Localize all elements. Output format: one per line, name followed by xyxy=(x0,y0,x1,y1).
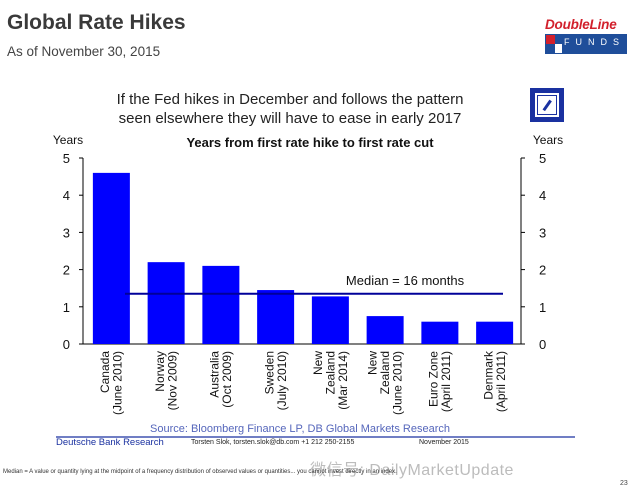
x-tick-label-line: Denmark xyxy=(481,350,495,400)
x-tick-label-text: Sweden(July 2010) xyxy=(262,351,289,410)
headline-line-1: If the Fed hikes in December and follows… xyxy=(116,91,464,108)
bar-canada xyxy=(92,172,130,344)
x-tick-label: Sweden(July 2010) xyxy=(262,351,289,410)
x-tick-label-text: NewZealand(Mar 2014) xyxy=(311,351,350,410)
bar-euro-zone xyxy=(421,321,459,344)
headline-line-2: seen elsewhere they will have to ease in… xyxy=(118,110,462,127)
footer-contact: Torsten Slok, torsten.slok@db.com +1 212… xyxy=(191,439,355,446)
x-tick-label: Denmark(April 2011) xyxy=(481,350,508,412)
logo-wordmark: DoubleLine xyxy=(545,17,617,32)
x-tick-label: Euro Zone(April 2011) xyxy=(427,351,454,412)
logo-funds-bar: FUNDS xyxy=(545,34,627,54)
footnote: Median = A value or quantity lying at th… xyxy=(3,469,397,475)
x-tick-label-text: Norway(Nov 2009) xyxy=(153,351,180,410)
x-tick-label: Australia(Oct 2009) xyxy=(208,351,235,408)
deutsche-bank-logo-icon xyxy=(530,88,564,122)
x-tick-label-text: Euro Zone(April 2011) xyxy=(427,351,454,412)
x-tick-label-line: Australia xyxy=(208,351,222,398)
page-number: 23 xyxy=(620,480,628,487)
y-tick-label-left: 4 xyxy=(63,188,70,203)
x-tick-label-text: Australia(Oct 2009) xyxy=(208,351,235,408)
x-tick-label-line: Zealand xyxy=(378,351,392,394)
x-tick-label-line: New xyxy=(311,351,325,375)
y-tick-label-right: 5 xyxy=(539,151,546,166)
logo-funds-text: FUNDS xyxy=(564,37,625,47)
x-tick-label: NewZealand(Mar 2014) xyxy=(311,351,350,410)
x-tick-label-line: Euro Zone xyxy=(427,351,441,407)
footer-date: November 2015 xyxy=(419,439,469,446)
x-tick-label-line: (June 2010) xyxy=(391,351,405,415)
bar-sweden xyxy=(257,290,295,344)
x-tick-label-text: Canada(June 2010) xyxy=(98,351,125,415)
y-tick-label-right: 0 xyxy=(539,337,546,352)
y-axis-label-left: Years xyxy=(53,133,83,147)
x-tick-label-text: Denmark(April 2011) xyxy=(481,350,508,412)
y-tick-label-left: 2 xyxy=(63,263,70,278)
doubleline-logo: DoubleLine FUNDS xyxy=(545,17,627,54)
bar-new xyxy=(366,316,404,344)
chart-headline: If the Fed hikes in December and follows… xyxy=(60,90,520,128)
bar-new xyxy=(311,296,349,344)
y-tick-label-left: 5 xyxy=(63,151,70,166)
y-tick-label-left: 0 xyxy=(63,337,70,352)
x-tick-label-line: (June 2010) xyxy=(111,351,125,415)
y-tick-label-right: 3 xyxy=(539,225,546,240)
x-tick-label: NewZealand(June 2010) xyxy=(366,351,405,415)
x-tick-label: Canada(June 2010) xyxy=(98,351,125,415)
median-label: Median = 16 months xyxy=(346,273,465,288)
x-tick-label-line: (Oct 2009) xyxy=(220,351,234,408)
x-tick-label-line: (Mar 2014) xyxy=(336,351,350,410)
x-tick-label-text: NewZealand(June 2010) xyxy=(366,351,405,415)
slide-title: Global Rate Hikes xyxy=(7,11,186,34)
x-tick-label-line: New xyxy=(366,351,380,375)
bar-norway xyxy=(147,262,185,344)
x-tick-label-line: Zealand xyxy=(323,351,337,394)
y-tick-label-left: 3 xyxy=(63,225,70,240)
footer-brand: Deutsche Bank Research xyxy=(56,437,164,448)
y-tick-label-right: 4 xyxy=(539,188,546,203)
x-tick-label-line: (April 2011) xyxy=(439,351,453,412)
x-tick-label: Norway(Nov 2009) xyxy=(153,351,180,410)
y-tick-label-left: 1 xyxy=(63,300,70,315)
x-tick-label-line: Norway xyxy=(153,351,167,392)
chart-title: Years from first rate hike to first rate… xyxy=(186,135,434,150)
slide-subtitle: As of November 30, 2015 xyxy=(7,44,161,59)
y-tick-label-right: 2 xyxy=(539,263,546,278)
bar-australia xyxy=(202,265,240,344)
y-axis-label-right: Years xyxy=(533,133,563,147)
x-tick-label-line: (Nov 2009) xyxy=(165,351,179,410)
watermark: 微信号: DailyMarketUpdate xyxy=(310,462,514,479)
bar-denmark xyxy=(476,321,514,344)
chart-source: Source: Bloomberg Finance LP, DB Global … xyxy=(150,423,450,435)
y-tick-label-right: 1 xyxy=(539,300,546,315)
x-tick-label-line: (April 2011) xyxy=(494,351,508,412)
x-tick-label-line: (July 2010) xyxy=(275,351,289,410)
x-tick-label-line: Canada xyxy=(98,351,112,393)
x-tick-label-line: Sweden xyxy=(262,351,276,394)
